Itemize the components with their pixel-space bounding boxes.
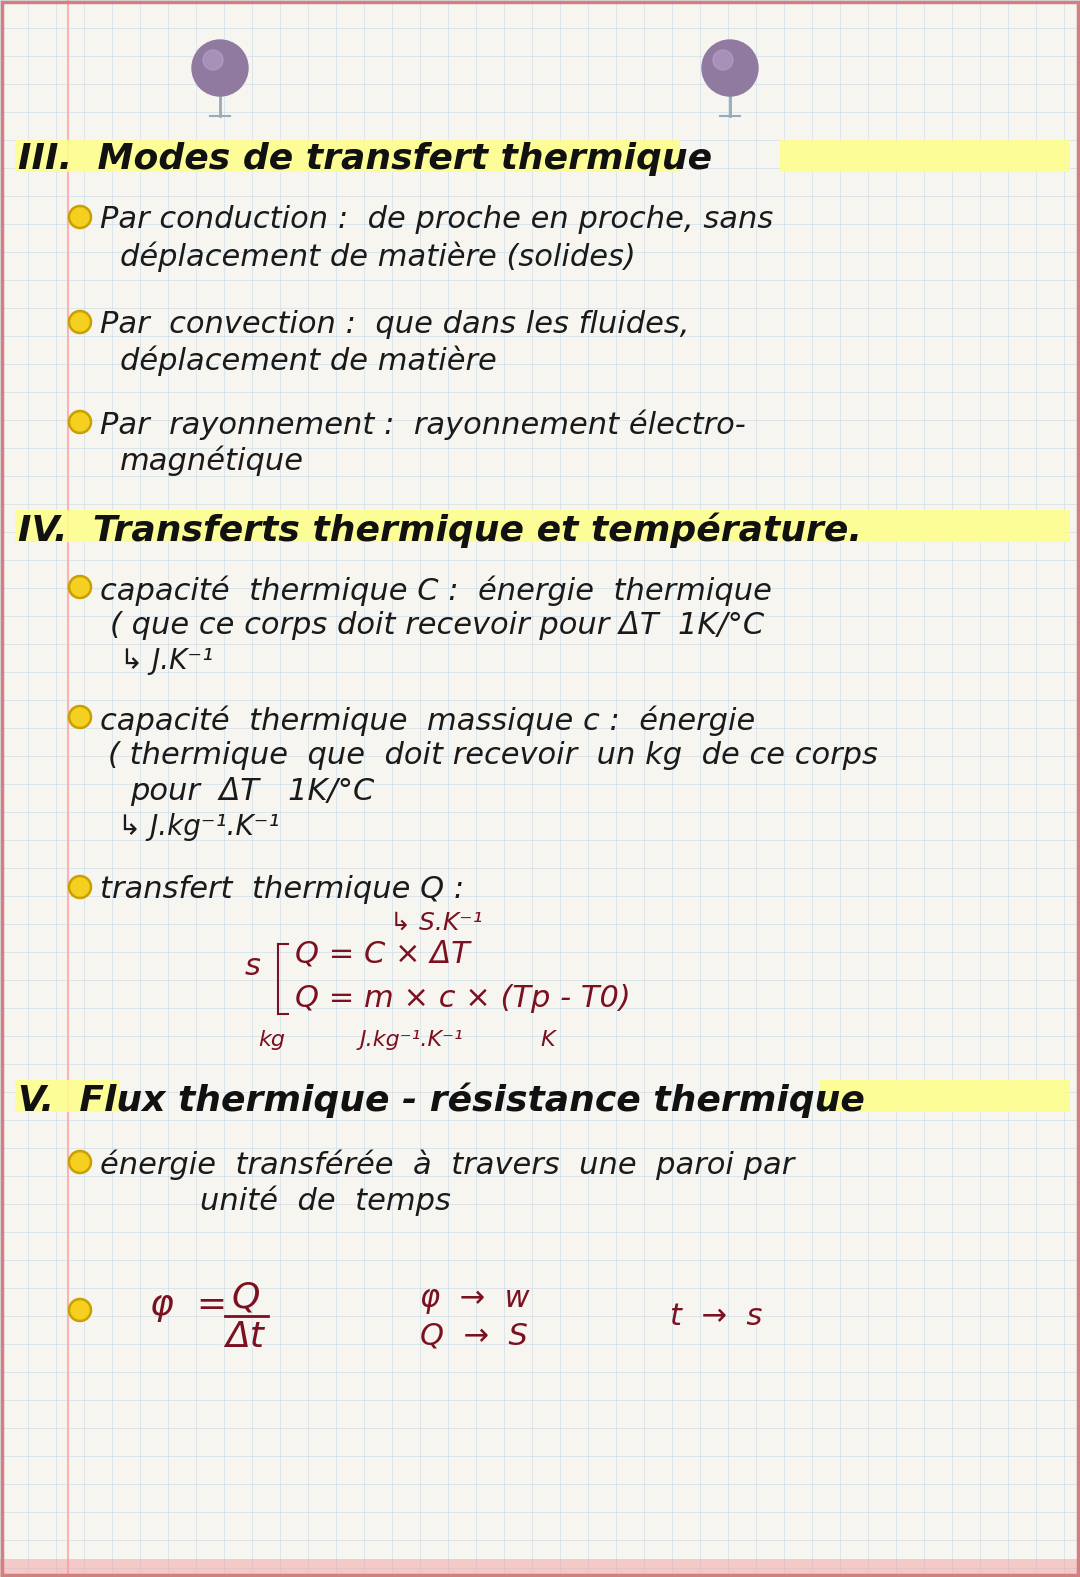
FancyBboxPatch shape [15, 509, 1070, 542]
Text: Q  →  S: Q → S [420, 1322, 528, 1351]
Text: Q = C × ΔT: Q = C × ΔT [295, 940, 470, 968]
Text: ↳ J.K⁻¹: ↳ J.K⁻¹ [120, 647, 213, 675]
Text: Par  convection :  que dans les fluides,: Par convection : que dans les fluides, [100, 311, 689, 339]
Text: J.kg⁻¹.K⁻¹: J.kg⁻¹.K⁻¹ [360, 1030, 463, 1050]
Text: unité  de  temps: unité de temps [200, 1186, 450, 1216]
Circle shape [69, 1299, 91, 1322]
FancyBboxPatch shape [780, 140, 1070, 172]
FancyBboxPatch shape [15, 1080, 120, 1112]
FancyBboxPatch shape [0, 1560, 1080, 1577]
Text: capacité  thermique  massique c :  énergie: capacité thermique massique c : énergie [100, 705, 755, 735]
FancyBboxPatch shape [15, 140, 680, 172]
Text: Δt: Δt [225, 1320, 264, 1355]
Text: K: K [540, 1030, 555, 1050]
Text: ↳ S.K⁻¹: ↳ S.K⁻¹ [390, 912, 483, 935]
Text: φ  →  w: φ → w [420, 1285, 529, 1314]
Circle shape [203, 50, 222, 69]
Text: III.  Modes de transfert thermique: III. Modes de transfert thermique [18, 142, 712, 177]
Text: s: s [245, 953, 261, 981]
Text: capacité  thermique C :  énergie  thermique: capacité thermique C : énergie thermique [100, 576, 772, 606]
Circle shape [702, 39, 758, 96]
Text: magnétique: magnétique [120, 446, 303, 476]
Text: ( thermique  que  doit recevoir  un kg  de ce corps: ( thermique que doit recevoir un kg de c… [108, 741, 878, 770]
Circle shape [69, 207, 91, 229]
Text: IV.  Transferts thermique et température.: IV. Transferts thermique et température. [18, 513, 862, 547]
Text: énergie  transférée  à  travers  une  paroi par: énergie transférée à travers une paroi p… [100, 1150, 794, 1181]
Text: kg: kg [258, 1030, 285, 1050]
Circle shape [69, 311, 91, 333]
Text: Q = m × c × (Tp - T0): Q = m × c × (Tp - T0) [295, 984, 631, 1012]
Text: déplacement de matière: déplacement de matière [120, 345, 497, 377]
Text: déplacement de matière (solides): déplacement de matière (solides) [120, 241, 636, 271]
Circle shape [69, 412, 91, 434]
Circle shape [69, 706, 91, 729]
Text: Par conduction :  de proche en proche, sans: Par conduction : de proche en proche, sa… [100, 205, 773, 233]
Text: transfert  thermique Q :: transfert thermique Q : [100, 875, 464, 904]
Text: Par  rayonnement :  rayonnement électro-: Par rayonnement : rayonnement électro- [100, 410, 746, 440]
Text: t  →  s: t → s [670, 1303, 762, 1331]
Circle shape [69, 576, 91, 598]
Text: Q: Q [232, 1281, 260, 1314]
Circle shape [713, 50, 733, 69]
Circle shape [69, 1151, 91, 1173]
Text: ( que ce corps doit recevoir pour ΔT  1K/°C: ( que ce corps doit recevoir pour ΔT 1K/… [110, 610, 765, 640]
Text: ↳ J.kg⁻¹.K⁻¹: ↳ J.kg⁻¹.K⁻¹ [118, 814, 280, 841]
Text: φ  =: φ = [150, 1288, 227, 1322]
Text: pour  ΔT   1K/°C: pour ΔT 1K/°C [130, 777, 375, 806]
FancyBboxPatch shape [820, 1080, 1070, 1112]
Circle shape [69, 875, 91, 897]
Text: V.  Flux thermique - résistance thermique: V. Flux thermique - résistance thermique [18, 1082, 865, 1118]
Circle shape [192, 39, 248, 96]
